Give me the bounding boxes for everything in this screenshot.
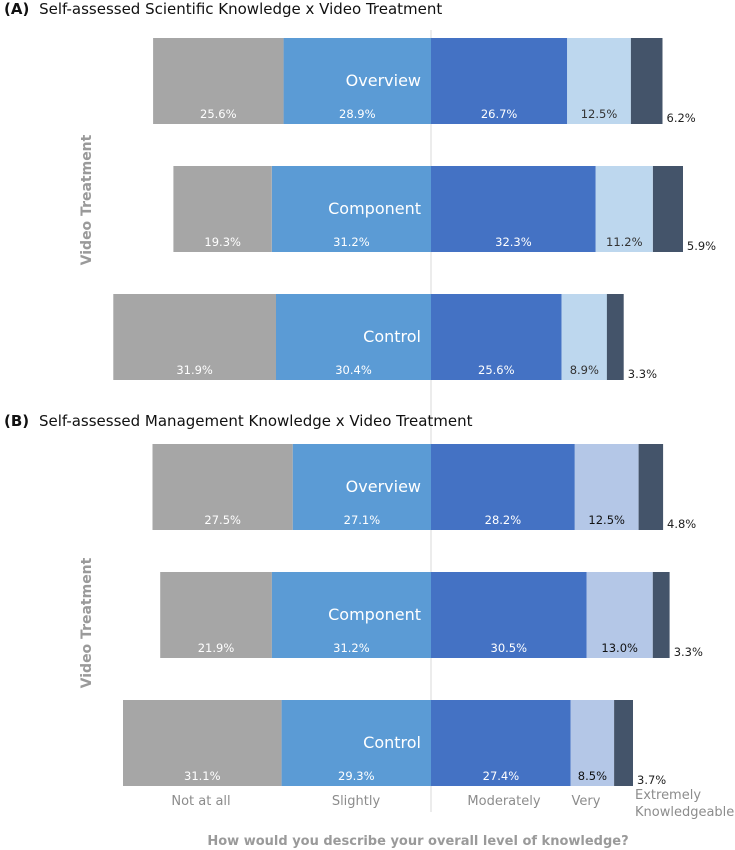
value-label-not-at-all-component: 19.3%: [204, 235, 241, 249]
value-label-extremely-overview: 6.2%: [667, 111, 696, 125]
x-axis-label: How would you describe your overall leve…: [207, 834, 628, 849]
axis-level-very: Very: [572, 794, 601, 809]
value-label-very-control: 8.5%: [578, 769, 607, 783]
value-label-slightly-control: 30.4%: [335, 363, 372, 377]
category-label-control: Control: [363, 733, 421, 752]
bar-segment-extremely-component: [653, 166, 683, 252]
bar-segment-extremely-control: [607, 294, 624, 380]
value-label-very-control: 8.9%: [570, 363, 599, 377]
panel-a-bars: 25.6% 28.9% 26.7% 12.5% 6.2% Overview 19.3% 31.…: [113, 38, 716, 381]
value-label-moderately-component: 30.5%: [491, 641, 528, 655]
value-label-slightly-overview: 28.9%: [339, 107, 376, 121]
bar-segment-extremely-overview: [639, 444, 664, 530]
panel-b-letter: (B): [4, 412, 29, 430]
panel-a-title: (A) Self-assessed Scientific Knowledge x…: [4, 0, 442, 18]
value-label-very-overview: 12.5%: [581, 107, 618, 121]
panel-a-ylabel: Video Treatment: [79, 134, 95, 265]
value-label-extremely-overview: 4.8%: [667, 517, 696, 531]
category-label-overview: Overview: [346, 477, 421, 496]
panel-b-bars: 27.5% 27.1% 28.2% 12.5% 4.8% Overview 21.9% 31.…: [123, 444, 703, 787]
category-label-component: Component: [328, 199, 421, 218]
value-label-slightly-component: 31.2%: [333, 641, 370, 655]
value-label-not-at-all-control: 31.1%: [184, 769, 221, 783]
value-label-very-overview: 12.5%: [588, 513, 625, 527]
value-label-moderately-component: 32.3%: [495, 235, 532, 249]
axis-level-extremely: Extremely: [635, 788, 701, 803]
panel-b-title-text: Self-assessed Management Knowledge x Vid…: [39, 412, 473, 430]
value-label-moderately-control: 27.4%: [483, 769, 520, 783]
value-label-moderately-overview: 28.2%: [485, 513, 522, 527]
value-label-extremely-control: 3.3%: [628, 367, 657, 381]
panel-a-title-text: Self-assessed Scientific Knowledge x Vid…: [39, 0, 442, 18]
value-label-not-at-all-component: 21.9%: [198, 641, 235, 655]
bar-segment-extremely-control: [614, 700, 633, 786]
value-label-extremely-control: 3.7%: [637, 773, 666, 787]
axis-level-slightly: Slightly: [332, 794, 381, 809]
axis-level-knowledgeable: Knowledgeable: [635, 805, 734, 820]
value-label-very-component: 11.2%: [606, 235, 643, 249]
value-label-extremely-component: 3.3%: [674, 645, 703, 659]
value-label-extremely-component: 5.9%: [687, 239, 716, 253]
value-label-slightly-control: 29.3%: [338, 769, 375, 783]
value-label-not-at-all-overview: 25.6%: [200, 107, 237, 121]
category-label-component: Component: [328, 605, 421, 624]
value-label-not-at-all-overview: 27.5%: [204, 513, 241, 527]
bar-segment-extremely-component: [653, 572, 670, 658]
value-label-moderately-control: 25.6%: [478, 363, 515, 377]
value-label-moderately-overview: 26.7%: [481, 107, 518, 121]
panel-b-title: (B) Self-assessed Management Knowledge x…: [4, 412, 473, 430]
category-label-control: Control: [363, 327, 421, 346]
axis-level-moderately: Moderately: [467, 794, 540, 809]
value-label-slightly-overview: 27.1%: [344, 513, 381, 527]
value-label-slightly-component: 31.2%: [333, 235, 370, 249]
value-label-very-component: 13.0%: [601, 641, 638, 655]
panel-b-ylabel: Video Treatment: [79, 557, 95, 688]
panel-a-letter: (A): [4, 0, 29, 18]
value-label-not-at-all-control: 31.9%: [176, 363, 213, 377]
axis-level-not-at-all: Not at all: [171, 794, 230, 809]
bar-segment-extremely-overview: [631, 38, 663, 124]
diverging-bar-chart: (A) Self-assessed Scientific Knowledge x…: [0, 0, 735, 850]
category-label-overview: Overview: [346, 71, 421, 90]
